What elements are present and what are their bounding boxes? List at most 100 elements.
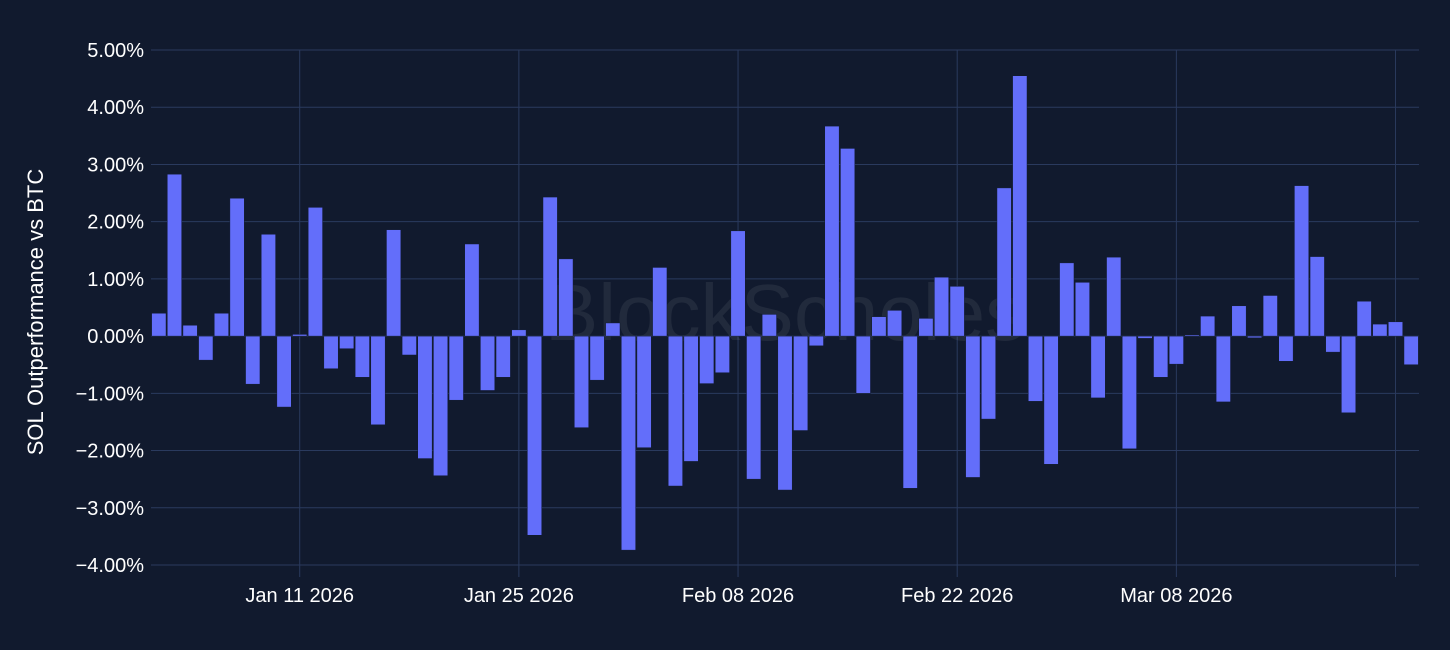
bar[interactable]: [417, 335, 433, 459]
y-tick-label: 3.00%: [87, 154, 144, 176]
bar[interactable]: [260, 234, 276, 337]
bar[interactable]: [683, 335, 699, 462]
bar[interactable]: [949, 286, 965, 337]
bar[interactable]: [276, 335, 292, 408]
bar[interactable]: [464, 243, 480, 337]
y-tick-label: 2.00%: [87, 212, 144, 234]
bar[interactable]: [1184, 334, 1200, 337]
bar[interactable]: [887, 310, 903, 337]
bar[interactable]: [574, 335, 589, 428]
bar[interactable]: [401, 335, 417, 356]
bars: [151, 75, 1419, 551]
bar[interactable]: [1200, 315, 1216, 337]
bar[interactable]: [636, 335, 652, 448]
y-tick-label: 0.00%: [87, 326, 144, 348]
bar[interactable]: [339, 335, 355, 349]
bar[interactable]: [1372, 323, 1388, 337]
bar[interactable]: [213, 312, 229, 337]
y-tick-label: −4.00%: [76, 555, 145, 577]
bar[interactable]: [761, 314, 777, 337]
bar[interactable]: [511, 329, 527, 337]
bar[interactable]: [605, 322, 621, 337]
bar[interactable]: [1137, 335, 1153, 339]
bar[interactable]: [527, 335, 542, 536]
bar[interactable]: [934, 276, 949, 337]
bar[interactable]: [1121, 335, 1137, 450]
y-tick-label: 1.00%: [87, 269, 144, 291]
y-tick-label: 5.00%: [87, 40, 144, 62]
bar[interactable]: [1356, 300, 1372, 337]
bar[interactable]: [558, 258, 574, 337]
bar[interactable]: [824, 125, 840, 337]
y-tick-label: 4.00%: [87, 97, 144, 119]
bar[interactable]: [1325, 335, 1341, 353]
bar[interactable]: [1388, 321, 1403, 337]
bar[interactable]: [1403, 335, 1419, 365]
bar[interactable]: [229, 197, 245, 337]
bar[interactable]: [996, 187, 1012, 337]
bar[interactable]: [1215, 335, 1231, 403]
bar[interactable]: [902, 335, 918, 489]
x-tick-label: Jan 25 2026: [464, 585, 574, 607]
bar[interactable]: [621, 335, 636, 551]
bar[interactable]: [652, 267, 668, 337]
y-tick-label: −2.00%: [76, 441, 145, 463]
bar[interactable]: [167, 173, 182, 337]
x-axis-ticks: Jan 11 2026 Jan 25 2026 Feb 08 2026 Feb 22 …: [245, 585, 1232, 607]
bar[interactable]: [1262, 295, 1278, 337]
bar[interactable]: [323, 335, 339, 369]
bar[interactable]: [667, 335, 683, 487]
bar[interactable]: [1090, 335, 1106, 399]
x-tick-label: Feb 08 2026: [682, 585, 794, 607]
bar[interactable]: [840, 148, 856, 337]
bar[interactable]: [245, 335, 261, 385]
bar[interactable]: [1106, 256, 1122, 337]
bar[interactable]: [793, 335, 809, 431]
bar[interactable]: [495, 335, 511, 378]
y-axis-ticks: 5.00% 4.00% 3.00% 2.00% 1.00% 0.00% −1.00% −2.0…: [76, 40, 145, 577]
bar[interactable]: [1231, 305, 1247, 337]
bar[interactable]: [981, 335, 996, 420]
bar[interactable]: [198, 335, 214, 361]
bar[interactable]: [777, 335, 793, 491]
bar[interactable]: [292, 334, 308, 337]
bar[interactable]: [182, 324, 198, 337]
bar[interactable]: [1309, 256, 1325, 337]
bar[interactable]: [699, 335, 715, 384]
bar[interactable]: [1278, 335, 1294, 362]
x-tick-label: Feb 22 2026: [901, 585, 1013, 607]
bar[interactable]: [151, 312, 167, 337]
bar[interactable]: [386, 229, 402, 337]
bar[interactable]: [1247, 335, 1263, 339]
bar[interactable]: [1168, 335, 1184, 365]
bar[interactable]: [448, 335, 464, 401]
bar[interactable]: [589, 335, 605, 381]
bar[interactable]: [307, 207, 323, 337]
bar[interactable]: [1012, 75, 1028, 337]
bar[interactable]: [1074, 282, 1090, 337]
bar[interactable]: [1341, 335, 1357, 414]
x-tick-label: Jan 11 2026: [245, 585, 354, 607]
bar[interactable]: [1059, 262, 1075, 337]
bar[interactable]: [370, 335, 386, 426]
bar[interactable]: [433, 335, 449, 476]
bar[interactable]: [808, 335, 824, 347]
bar[interactable]: [918, 318, 934, 337]
bar[interactable]: [1294, 185, 1310, 337]
bar[interactable]: [871, 316, 887, 337]
bar[interactable]: [730, 230, 746, 337]
bar[interactable]: [542, 196, 558, 337]
bar[interactable]: [354, 335, 370, 378]
bar[interactable]: [1153, 335, 1169, 378]
bar[interactable]: [1043, 335, 1059, 465]
y-axis-title: SOL Outperformance vs BTC: [23, 169, 48, 456]
y-tick-label: −1.00%: [76, 383, 145, 405]
bar[interactable]: [480, 335, 496, 391]
bar[interactable]: [746, 335, 762, 480]
bar[interactable]: [965, 335, 981, 478]
bar[interactable]: [1028, 335, 1043, 402]
bar[interactable]: [855, 335, 871, 394]
bar[interactable]: [714, 335, 730, 373]
